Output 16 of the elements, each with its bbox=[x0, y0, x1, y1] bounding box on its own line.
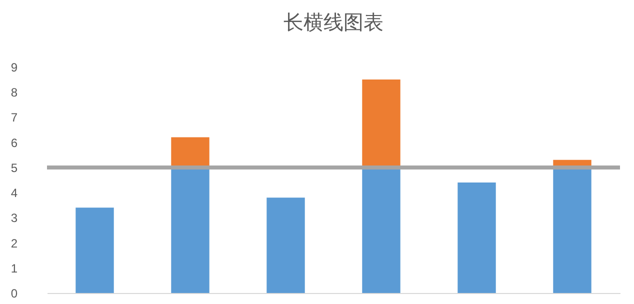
y-tick-label: 4 bbox=[10, 186, 18, 200]
y-tick-label: 9 bbox=[10, 60, 18, 74]
y-tick-label: 5 bbox=[10, 160, 18, 175]
y-tick-label: 7 bbox=[10, 110, 18, 125]
y-tick-label: 2 bbox=[10, 236, 18, 250]
bar bbox=[458, 182, 496, 293]
bar bbox=[171, 137, 210, 168]
y-tick-label: 6 bbox=[10, 136, 18, 150]
y-tick-label: 1 bbox=[10, 261, 18, 276]
y-tick-label: 3 bbox=[10, 211, 18, 226]
y-tick-label: 0 bbox=[10, 286, 18, 300]
y-tick-label: 8 bbox=[10, 86, 18, 100]
chart-title: 长横线图表 bbox=[284, 12, 384, 34]
bar bbox=[266, 198, 305, 293]
bar bbox=[76, 208, 114, 293]
bar bbox=[362, 80, 400, 168]
